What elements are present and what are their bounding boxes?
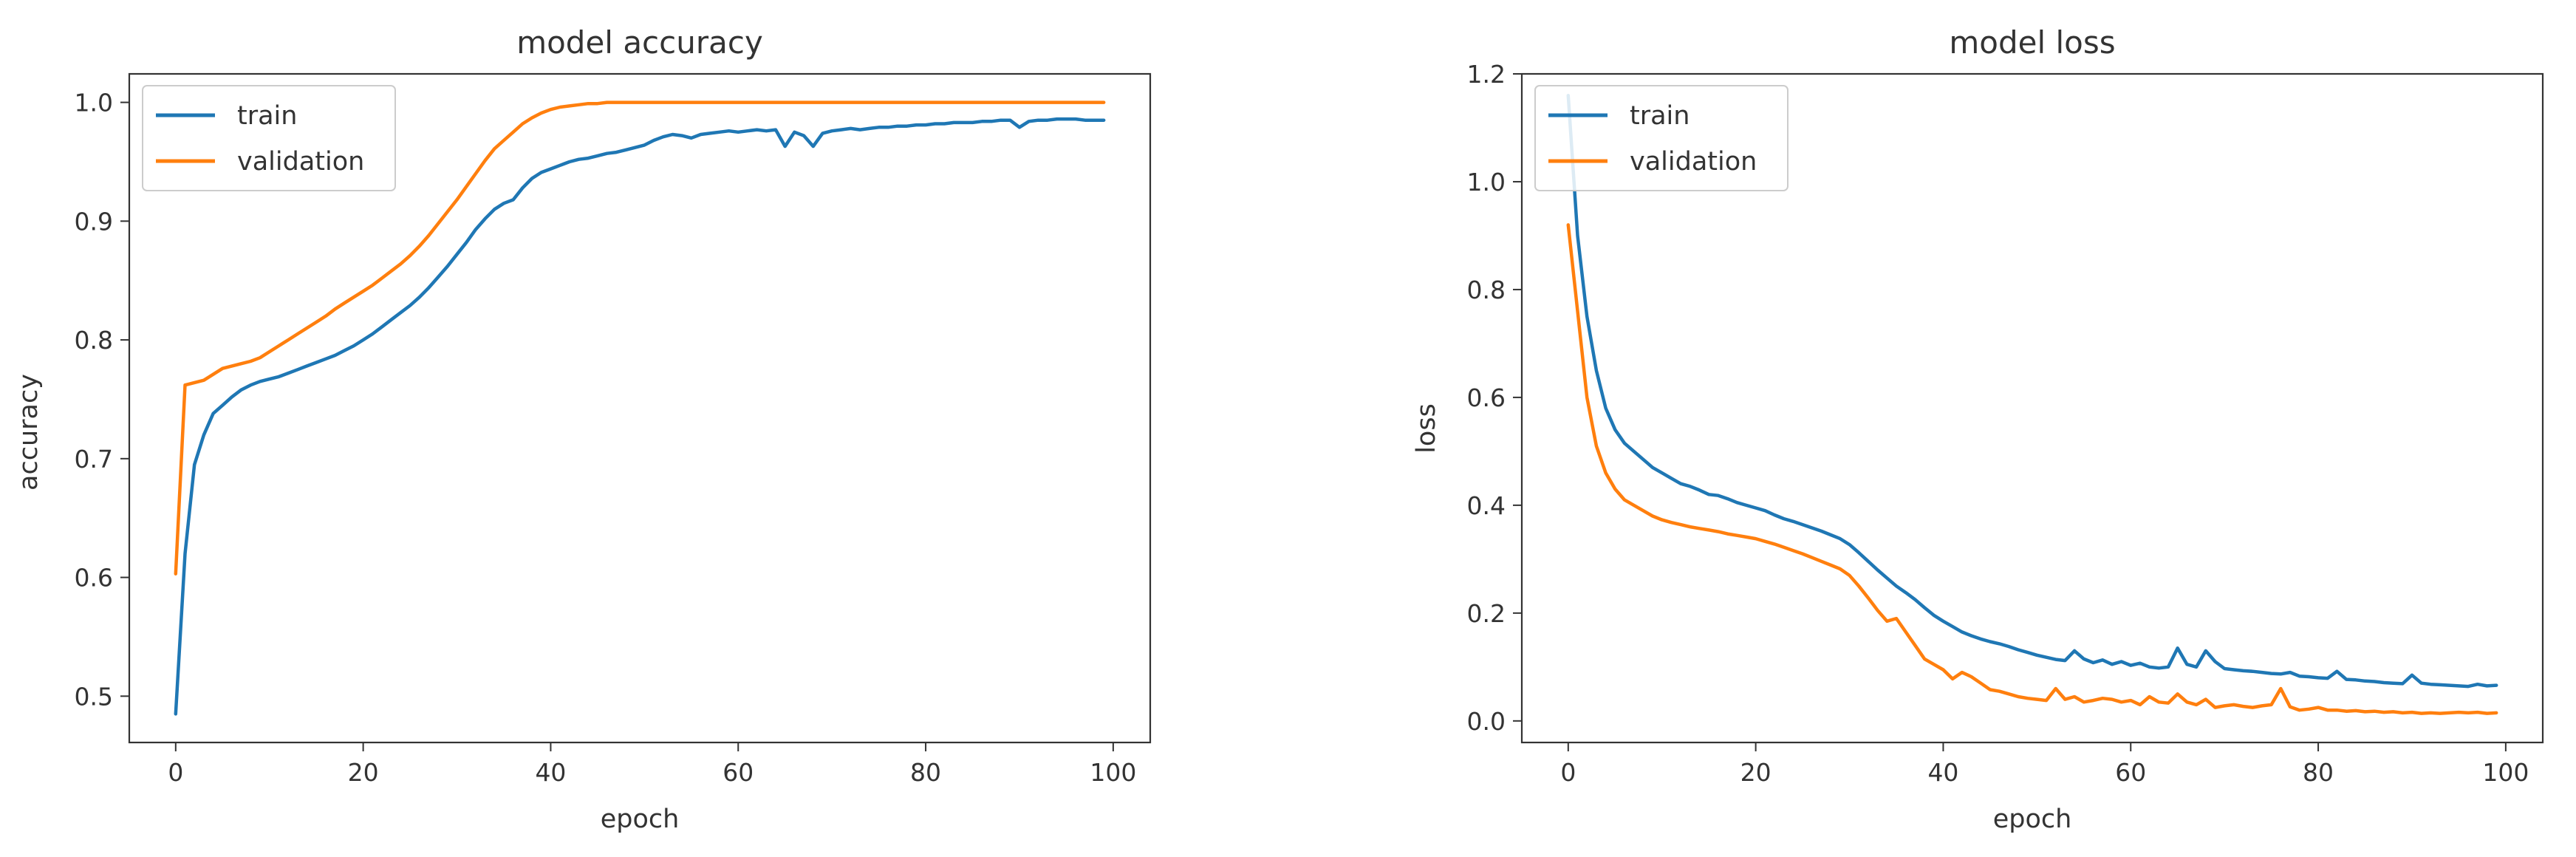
legend-validation-label: validation	[237, 147, 364, 177]
legend-train-label: train	[237, 101, 297, 131]
chart-title: model accuracy	[516, 24, 763, 61]
x-tick-label: 20	[348, 758, 379, 787]
x-tick-label: 0	[168, 758, 183, 787]
x-tick-label: 40	[535, 758, 566, 787]
legend-train-label: train	[1630, 101, 1690, 131]
x-tick-label: 60	[2115, 758, 2146, 787]
tick-layer: 0 20 40 60 80 100 0.5 0.6 0.7 0.8 0.9 1.0	[75, 89, 1137, 787]
x-tick-label: 0	[1560, 758, 1576, 787]
train-line	[1566, 93, 2498, 689]
validation-line	[1566, 223, 2498, 715]
y-tick-label: 1.0	[75, 89, 113, 117]
loss-chart: model loss epoch loss 0 20 40 60 80 100 0.0 0.2…	[1412, 24, 2544, 834]
legend-validation-label: validation	[1630, 147, 1757, 177]
chart-title: model loss	[1949, 24, 2115, 61]
x-tick-label: 80	[910, 758, 941, 787]
y-tick-label: 0.7	[75, 445, 113, 474]
x-tick-label: 100	[1090, 758, 1136, 787]
y-tick-label: 0.0	[1467, 707, 1506, 736]
y-axis-label: accuracy	[14, 374, 44, 491]
accuracy-chart: model accuracy epoch accuracy 0 20 40 60 80 1…	[14, 24, 1152, 834]
tick-layer: 0 20 40 60 80 100 0.0 0.2 0.4 0.6 0.8 1.0 1.2	[1467, 60, 2529, 787]
series-layer	[1566, 93, 2498, 715]
validation-line	[174, 100, 1106, 576]
legend: train validation	[142, 85, 396, 191]
y-tick-label: 0.2	[1467, 599, 1506, 628]
y-axis-label: loss	[1412, 403, 1441, 454]
x-tick-label: 40	[1927, 758, 1958, 787]
y-tick-label: 0.6	[1467, 383, 1506, 412]
y-tick-label: 1.2	[1467, 60, 1506, 89]
x-tick-label: 100	[2482, 758, 2529, 787]
legend-box	[142, 85, 396, 191]
axes-frame	[128, 72, 1152, 744]
y-tick-label: 0.4	[1467, 491, 1506, 520]
y-tick-label: 0.5	[75, 682, 113, 711]
y-tick-label: 0.6	[75, 564, 113, 593]
train-line	[174, 117, 1106, 716]
x-tick-label: 80	[2303, 758, 2334, 787]
legend-box	[1534, 85, 1788, 191]
x-axis-label: epoch	[1993, 805, 2072, 834]
x-tick-label: 60	[722, 758, 754, 787]
y-tick-label: 0.8	[75, 326, 113, 355]
y-tick-label: 0.9	[75, 207, 113, 236]
x-tick-label: 20	[1740, 758, 1772, 787]
axes-frame	[1520, 72, 2544, 744]
legend: train validation	[1534, 85, 1788, 191]
series-layer	[174, 100, 1106, 716]
x-axis-label: epoch	[601, 805, 680, 834]
y-tick-label: 1.0	[1467, 168, 1506, 197]
y-tick-label: 0.8	[1467, 276, 1506, 304]
